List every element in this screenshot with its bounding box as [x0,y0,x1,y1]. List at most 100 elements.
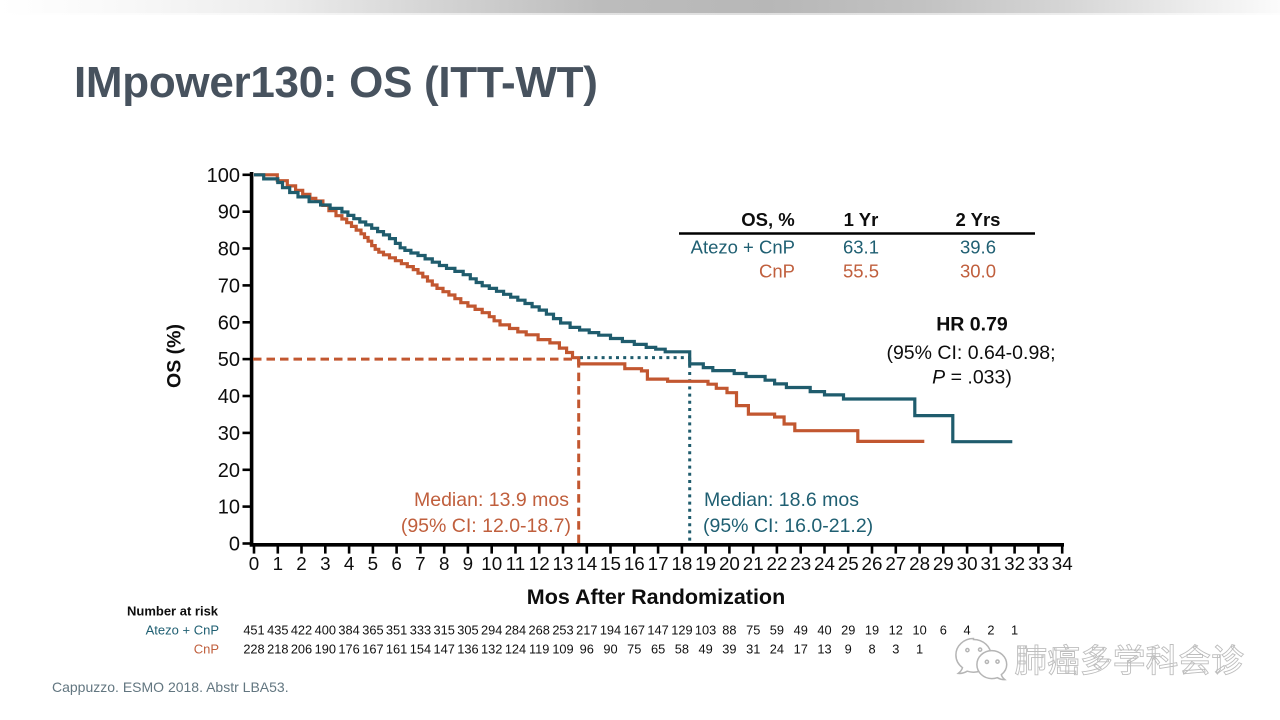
svg-text:13: 13 [553,553,574,574]
svg-text:50: 50 [218,349,240,371]
svg-text:CnP: CnP [194,642,219,657]
svg-text:40: 40 [817,623,831,638]
svg-text:30: 30 [957,553,978,574]
svg-text:55.5: 55.5 [843,261,879,282]
svg-text:80: 80 [218,239,240,261]
svg-text:19: 19 [865,623,879,638]
svg-text:100: 100 [207,165,240,187]
svg-text:167: 167 [624,623,645,638]
svg-text:253: 253 [552,623,573,638]
svg-text:OS, %: OS, % [741,209,794,230]
svg-text:11: 11 [506,553,526,574]
svg-text:25: 25 [838,553,859,574]
svg-text:268: 268 [529,623,550,638]
svg-text:422: 422 [291,623,312,638]
svg-text:18: 18 [671,553,692,574]
svg-text:90: 90 [218,202,240,224]
svg-text:58: 58 [675,642,689,657]
svg-text:31: 31 [980,553,1001,574]
svg-text:2: 2 [296,553,306,574]
svg-text:8: 8 [439,553,449,574]
svg-text:63.1: 63.1 [843,237,879,258]
svg-text:228: 228 [243,642,264,657]
svg-text:12: 12 [889,623,903,638]
svg-text:49: 49 [698,642,712,657]
svg-text:103: 103 [695,623,716,638]
svg-text:124: 124 [505,642,526,657]
svg-text:206: 206 [291,642,312,657]
svg-text:7: 7 [415,553,425,574]
svg-text:60: 60 [218,312,240,334]
svg-text:Median: 18.6 mos: Median: 18.6 mos [704,489,859,511]
svg-text:2: 2 [987,623,994,638]
svg-text:40: 40 [218,386,240,408]
svg-text:20: 20 [218,460,240,482]
svg-text:39.6: 39.6 [960,237,996,258]
svg-text:0: 0 [229,534,240,556]
svg-text:400: 400 [315,623,336,638]
svg-text:(95% CI: 12.0-18.7): (95% CI: 12.0-18.7) [401,515,571,537]
svg-text:32: 32 [1004,553,1025,574]
svg-text:9: 9 [845,642,852,657]
svg-text:365: 365 [362,623,383,638]
svg-text:24: 24 [814,553,835,574]
svg-text:190: 190 [315,642,336,657]
svg-text:3: 3 [892,642,899,657]
svg-text:26: 26 [862,553,883,574]
svg-text:3: 3 [320,553,330,574]
svg-text:24: 24 [770,642,784,657]
svg-text:384: 384 [338,623,359,638]
svg-text:147: 147 [434,642,455,657]
svg-text:194: 194 [600,623,621,638]
svg-text:136: 136 [457,642,478,657]
svg-text:96: 96 [580,642,594,657]
svg-text:28: 28 [909,553,930,574]
svg-text:284: 284 [505,623,526,638]
svg-text:31: 31 [746,642,760,657]
svg-text:75: 75 [627,642,641,657]
svg-text:Cappuzzo. ESMO 2018. Abstr LBA: Cappuzzo. ESMO 2018. Abstr LBA53. [52,679,289,695]
svg-text:1: 1 [916,642,923,657]
svg-text:33: 33 [1028,553,1049,574]
svg-text:Mos After Randomization: Mos After Randomization [527,585,785,609]
svg-text:351: 351 [386,623,407,638]
svg-text:(95% CI: 0.64-0.98;: (95% CI: 0.64-0.98; [886,342,1055,364]
svg-text:217: 217 [576,623,597,638]
svg-text:451: 451 [243,623,264,638]
svg-text:70: 70 [218,275,240,297]
svg-text:49: 49 [794,623,808,638]
svg-text:10: 10 [912,623,926,638]
svg-text:15: 15 [600,553,621,574]
svg-text:9: 9 [463,553,473,574]
svg-text:0: 0 [249,553,259,574]
svg-text:305: 305 [457,623,478,638]
svg-text:59: 59 [770,623,784,638]
svg-text:29: 29 [933,553,954,574]
svg-text:12: 12 [529,553,550,574]
svg-text:14: 14 [576,553,597,574]
svg-text:132: 132 [481,642,502,657]
svg-text:176: 176 [338,642,359,657]
svg-text:315: 315 [434,623,455,638]
svg-text:39: 39 [722,642,736,657]
svg-text:154: 154 [410,642,431,657]
svg-text:147: 147 [647,623,668,638]
svg-text:(95% CI: 16.0-21.2): (95% CI: 16.0-21.2) [703,515,873,537]
svg-text:27: 27 [885,553,906,574]
svg-text:119: 119 [529,642,549,657]
svg-text:167: 167 [362,642,383,657]
svg-text:19: 19 [695,553,716,574]
svg-text:P = .033): P = .033) [932,367,1012,389]
svg-text:65: 65 [651,642,665,657]
svg-text:Atezo + CnP: Atezo + CnP [691,237,795,258]
svg-text:22: 22 [766,553,787,574]
svg-text:218: 218 [267,642,288,657]
svg-text:1 Yr: 1 Yr [844,209,879,230]
svg-text:17: 17 [794,642,808,657]
svg-text:2 Yrs: 2 Yrs [956,209,1001,230]
svg-text:5: 5 [368,553,378,574]
svg-text:13: 13 [817,642,831,657]
svg-text:30.0: 30.0 [960,261,996,282]
svg-text:109: 109 [552,642,573,657]
svg-text:16: 16 [624,553,645,574]
